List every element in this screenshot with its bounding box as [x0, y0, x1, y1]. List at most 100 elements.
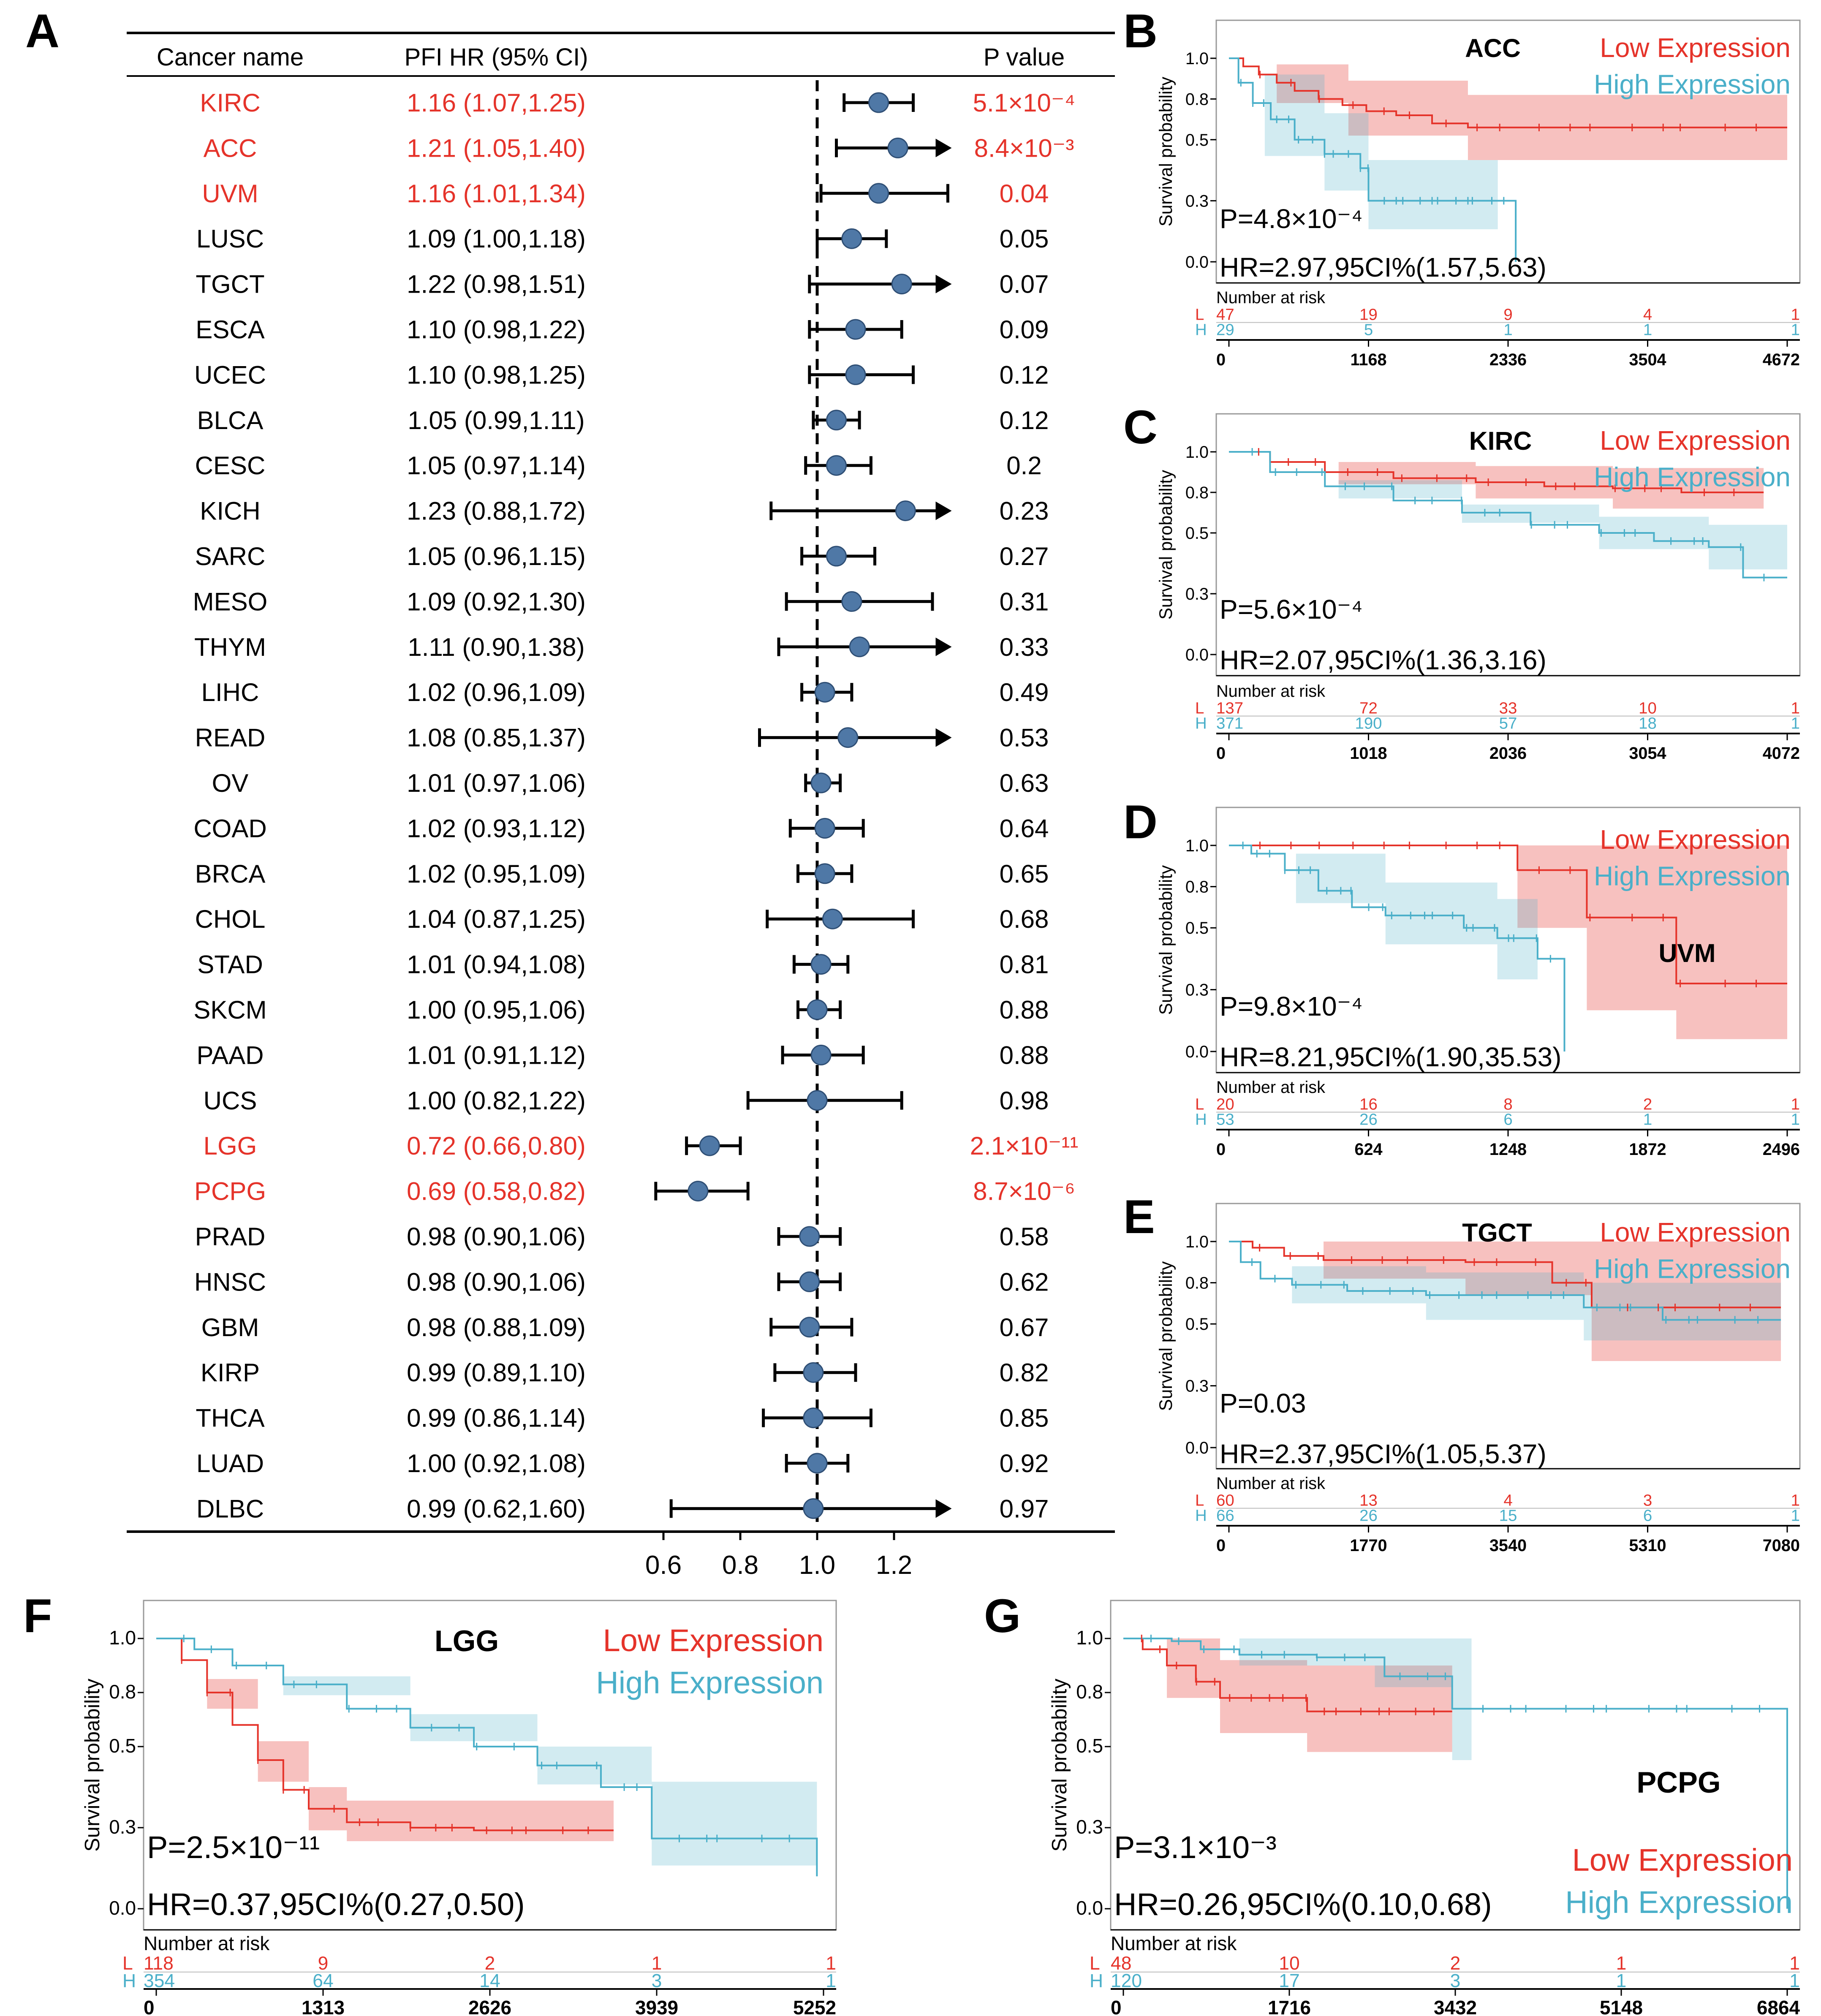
- risk-low-count: 60: [1216, 1492, 1234, 1510]
- row-cancer-name: TGCT: [196, 270, 264, 299]
- row-p-value: 8.7×10⁻⁶: [973, 1177, 1075, 1206]
- y-tick-label: 0.0: [1076, 1897, 1103, 1919]
- low-ci-band: [1229, 58, 1787, 168]
- row-p-value: 5.1×10⁻⁴: [973, 89, 1076, 117]
- risk-row-label-high: H: [1195, 1507, 1207, 1525]
- hr-point: [891, 274, 912, 295]
- row-p-value: 0.31: [1000, 587, 1049, 616]
- y-tick-label: 1.0: [1185, 49, 1209, 68]
- risk-high-count: 371: [1216, 715, 1243, 733]
- x-tick-label: 5148: [1600, 1997, 1643, 2016]
- legend-low-expression: Low Expression: [1600, 1217, 1791, 1247]
- row-hr-ci: 1.02 (0.93,1.12): [407, 814, 586, 842]
- row-p-value: 0.85: [1000, 1404, 1049, 1432]
- row-hr-ci: 1.21 (1.05,1.40): [407, 134, 586, 162]
- row-hr-ci: 0.98 (0.90,1.06): [407, 1268, 586, 1296]
- row-cancer-name: PCPG: [194, 1177, 266, 1206]
- risk-low-count: 4: [1503, 1492, 1512, 1510]
- row-p-value: 0.27: [1000, 542, 1049, 571]
- row-cancer-name: UCS: [204, 1087, 257, 1115]
- row-hr-ci: 1.01 (0.97,1.06): [407, 769, 586, 797]
- risk-high-count: 1: [1643, 1111, 1652, 1129]
- p-value-annotation: P=0.03: [1220, 1388, 1306, 1418]
- y-tick-label: 0.8: [1185, 1274, 1209, 1293]
- y-tick-label: 0.8: [109, 1681, 136, 1703]
- risk-high-count: 6: [1503, 1111, 1512, 1129]
- ci-arrow-head: [935, 274, 952, 293]
- hr-point: [814, 818, 835, 839]
- y-tick-label: 0.5: [1185, 1315, 1209, 1334]
- row-cancer-name: CHOL: [195, 905, 266, 933]
- header-p-value: P value: [984, 43, 1065, 71]
- cancer-label: KIRC: [1469, 427, 1532, 455]
- row-cancer-name: CESC: [195, 451, 266, 480]
- panel-letter: A: [25, 5, 60, 57]
- row-p-value: 8.4×10⁻³: [974, 134, 1074, 162]
- risk-low-count: 1: [1791, 1492, 1800, 1510]
- x-tick-label: 0: [1111, 1997, 1122, 2016]
- legend-high-expression: High Expression: [1594, 1253, 1791, 1284]
- hr-point: [841, 228, 862, 249]
- risk-low-count: 1: [1616, 1953, 1627, 1974]
- risk-low-count: 19: [1359, 306, 1378, 324]
- cancer-label: ACC: [1465, 34, 1521, 62]
- row-cancer-name: SARC: [195, 542, 266, 571]
- risk-row-label-low: L: [1195, 306, 1204, 324]
- risk-low-count: 9: [318, 1953, 329, 1974]
- y-tick-label: 0.5: [1185, 131, 1209, 149]
- row-p-value: 0.07: [1000, 270, 1049, 299]
- risk-high-count: 26: [1359, 1507, 1378, 1525]
- risk-low-count: 33: [1499, 699, 1517, 717]
- hr-point: [699, 1135, 720, 1156]
- low-expression-curve: [1229, 451, 1764, 493]
- row-hr-ci: 1.10 (0.98,1.25): [407, 361, 586, 389]
- row-hr-ci: 1.05 (0.97,1.14): [407, 451, 586, 480]
- risk-table-title: Number at risk: [144, 1932, 269, 1954]
- row-hr-ci: 1.08 (0.85,1.37): [407, 724, 586, 752]
- x-tick-label: 3540: [1489, 1536, 1527, 1555]
- row-hr-ci: 0.72 (0.66,0.80): [407, 1132, 586, 1160]
- row-cancer-name: PAAD: [197, 1041, 264, 1069]
- x-tick-label: 1248: [1489, 1140, 1527, 1159]
- risk-high-count: 57: [1499, 715, 1517, 733]
- y-tick-label: 0.0: [1185, 646, 1209, 664]
- risk-high-count: 64: [313, 1970, 333, 1991]
- row-cancer-name: SKCM: [193, 996, 266, 1024]
- y-tick-label: 0.0: [1185, 253, 1209, 272]
- x-tick-label: 0: [144, 1997, 155, 2016]
- risk-low-count: 2: [485, 1953, 495, 1974]
- y-axis-label: Survival probability: [1156, 865, 1176, 1015]
- x-tick-label: 7080: [1763, 1536, 1800, 1555]
- ci-arrow-head: [935, 1499, 952, 1518]
- risk-low-count: 20: [1216, 1095, 1234, 1114]
- legend-high-expression: High Expression: [1594, 69, 1791, 99]
- row-hr-ci: 1.10 (0.98,1.22): [407, 315, 586, 344]
- row-hr-ci: 1.00 (0.82,1.22): [407, 1087, 586, 1115]
- risk-low-count: 2: [1643, 1095, 1652, 1114]
- risk-high-count: 18: [1639, 715, 1657, 733]
- row-p-value: 0.65: [1000, 860, 1049, 888]
- hr-point: [837, 727, 859, 748]
- high-expression-curve: [156, 1638, 818, 1877]
- x-tick-label: 0.6: [645, 1551, 682, 1580]
- risk-low-count: 4: [1643, 306, 1652, 324]
- row-hr-ci: 1.22 (0.98,1.51): [407, 270, 586, 299]
- risk-high-count: 17: [1279, 1970, 1299, 1991]
- header-cancer-name: Cancer name: [157, 43, 304, 71]
- hr-point: [810, 1044, 832, 1065]
- row-cancer-name: KIRC: [200, 89, 260, 117]
- y-tick-label: 0.5: [1076, 1735, 1103, 1757]
- high-expression-curve: [1229, 451, 1787, 579]
- x-tick-label: 1872: [1629, 1140, 1666, 1159]
- y-tick-label: 0.8: [1185, 484, 1209, 502]
- row-hr-ci: 0.98 (0.90,1.06): [407, 1223, 586, 1251]
- y-tick-label: 0.0: [109, 1897, 136, 1919]
- high-ci-band: [1229, 58, 1498, 229]
- row-hr-ci: 1.09 (0.92,1.30): [407, 587, 586, 616]
- row-cancer-name: DLBC: [196, 1494, 264, 1523]
- hr-point: [887, 137, 908, 158]
- y-tick-label: 0.8: [1185, 878, 1209, 897]
- row-cancer-name: OV: [212, 769, 249, 797]
- x-tick-label: 1.2: [876, 1551, 912, 1580]
- hr-point: [895, 500, 916, 522]
